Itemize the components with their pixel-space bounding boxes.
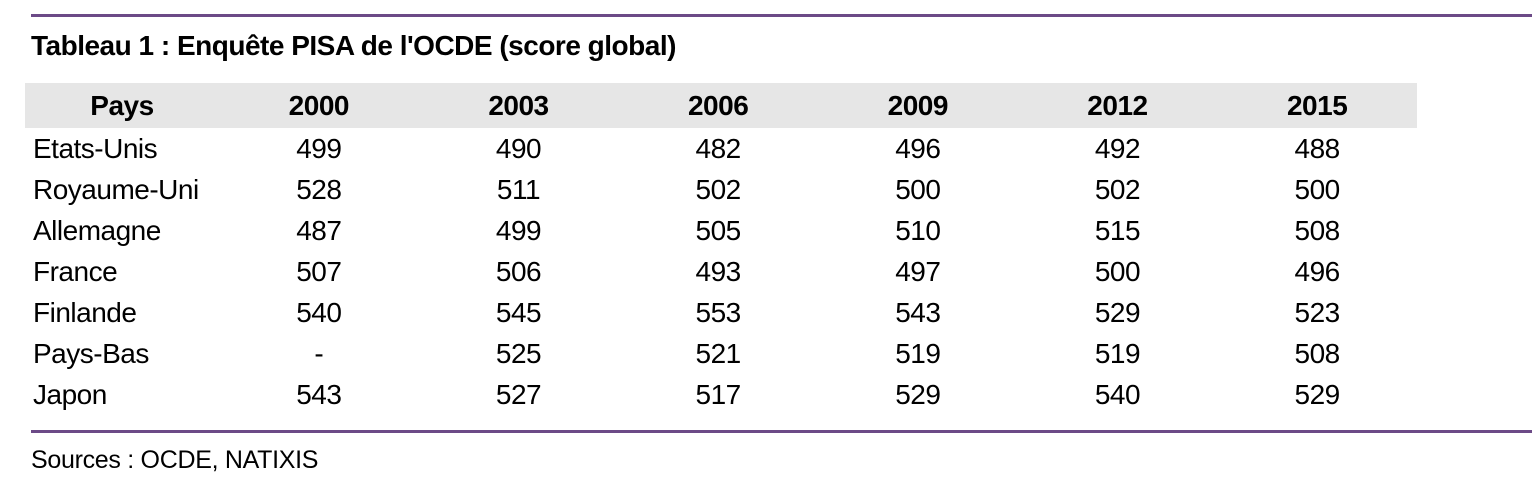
country-cell: Finlande: [33, 296, 137, 328]
table-row: Etats-Unis 499 490 482 496 492 488: [25, 128, 1417, 169]
score-cell: 529: [895, 378, 941, 410]
top-rule: [31, 14, 1532, 17]
score-cell: 505: [695, 214, 742, 246]
score-cell: 487: [296, 214, 342, 246]
col-header-2015: 2015: [1217, 83, 1417, 129]
score-cell: 497: [895, 255, 941, 287]
country-cell: Allemagne: [33, 214, 161, 246]
country-cell: Etats-Unis: [33, 132, 158, 164]
score-cell: 510: [895, 214, 941, 246]
score-cell: 482: [695, 132, 742, 164]
score-cell: 517: [695, 378, 742, 410]
score-cell: 500: [1094, 255, 1141, 287]
score-cell: 519: [1094, 337, 1141, 369]
score-cell: 508: [1294, 214, 1341, 246]
table-row: Japon 543 527 517 529 540 529: [25, 374, 1417, 415]
country-cell: Pays-Bas: [33, 337, 149, 369]
table-row: France 507 506 493 497 500 496: [25, 251, 1417, 292]
score-cell: 499: [296, 132, 342, 164]
score-cell: 545: [495, 296, 542, 328]
score-cell: 488: [1294, 132, 1341, 164]
table-row: Pays-Bas - 525 521 519 519 508: [25, 333, 1417, 374]
score-cell: 527: [495, 378, 542, 410]
country-cell: France: [33, 255, 118, 287]
sources-note: Sources : OCDE, NATIXIS: [31, 446, 319, 475]
score-cell: 543: [895, 296, 941, 328]
score-cell: 519: [895, 337, 941, 369]
score-cell: 496: [895, 132, 941, 164]
col-header-2000: 2000: [219, 83, 419, 129]
col-header-2009: 2009: [817, 83, 1018, 129]
table-row: Finlande 540 545 553 543 529 523: [25, 292, 1417, 333]
score-cell: 521: [695, 337, 742, 369]
score-cell: 492: [1094, 132, 1141, 164]
score-cell: 540: [296, 296, 342, 328]
score-cell: 515: [1094, 214, 1141, 246]
score-cell: 540: [1094, 378, 1141, 410]
country-cell: Japon: [33, 378, 107, 410]
col-header-pays: Pays: [25, 83, 219, 129]
score-cell: 500: [1294, 173, 1341, 205]
score-cell: 529: [1294, 378, 1341, 410]
header-row: Pays 2000 2003 2006 2009 2012 2015: [25, 83, 1417, 129]
score-cell: 496: [1294, 255, 1341, 287]
table-body: Etats-Unis 499 490 482 496 492 488 Royaume-Uni 5…: [25, 128, 1417, 415]
pisa-score-table: Pays 2000 2003 2006 2009 2012 2015 Etats…: [25, 83, 1417, 415]
score-cell: 493: [695, 255, 742, 287]
col-header-2012: 2012: [1017, 83, 1218, 129]
score-cell: 553: [695, 296, 742, 328]
country-cell: Royaume-Uni: [33, 173, 199, 205]
col-header-2003: 2003: [418, 83, 619, 129]
score-cell: 543: [296, 378, 342, 410]
score-cell: 507: [296, 255, 342, 287]
score-cell: 508: [1294, 337, 1341, 369]
table-row: Allemagne 487 499 505 510 515 508: [25, 210, 1417, 251]
score-cell: 523: [1294, 296, 1341, 328]
score-cell: -: [314, 337, 324, 369]
score-cell: 502: [1094, 173, 1141, 205]
table-title: Tableau 1 : Enquête PISA de l'OCDE (scor…: [31, 30, 676, 61]
score-cell: 511: [496, 173, 541, 205]
document-page: Tableau 1 : Enquête PISA de l'OCDE (scor…: [0, 14, 1536, 500]
score-cell: 490: [495, 132, 542, 164]
score-cell: 525: [495, 337, 542, 369]
score-cell: 499: [495, 214, 542, 246]
bottom-rule: [31, 430, 1532, 434]
score-cell: 528: [296, 173, 342, 205]
table-header: Pays 2000 2003 2006 2009 2012 2015: [25, 83, 1417, 129]
score-cell: 502: [695, 173, 742, 205]
score-cell: 500: [895, 173, 941, 205]
score-cell: 529: [1094, 296, 1141, 328]
table-row: Royaume-Uni 528 511 502 500 502 500: [25, 169, 1417, 210]
score-cell: 506: [495, 255, 542, 287]
col-header-2006: 2006: [618, 83, 818, 129]
